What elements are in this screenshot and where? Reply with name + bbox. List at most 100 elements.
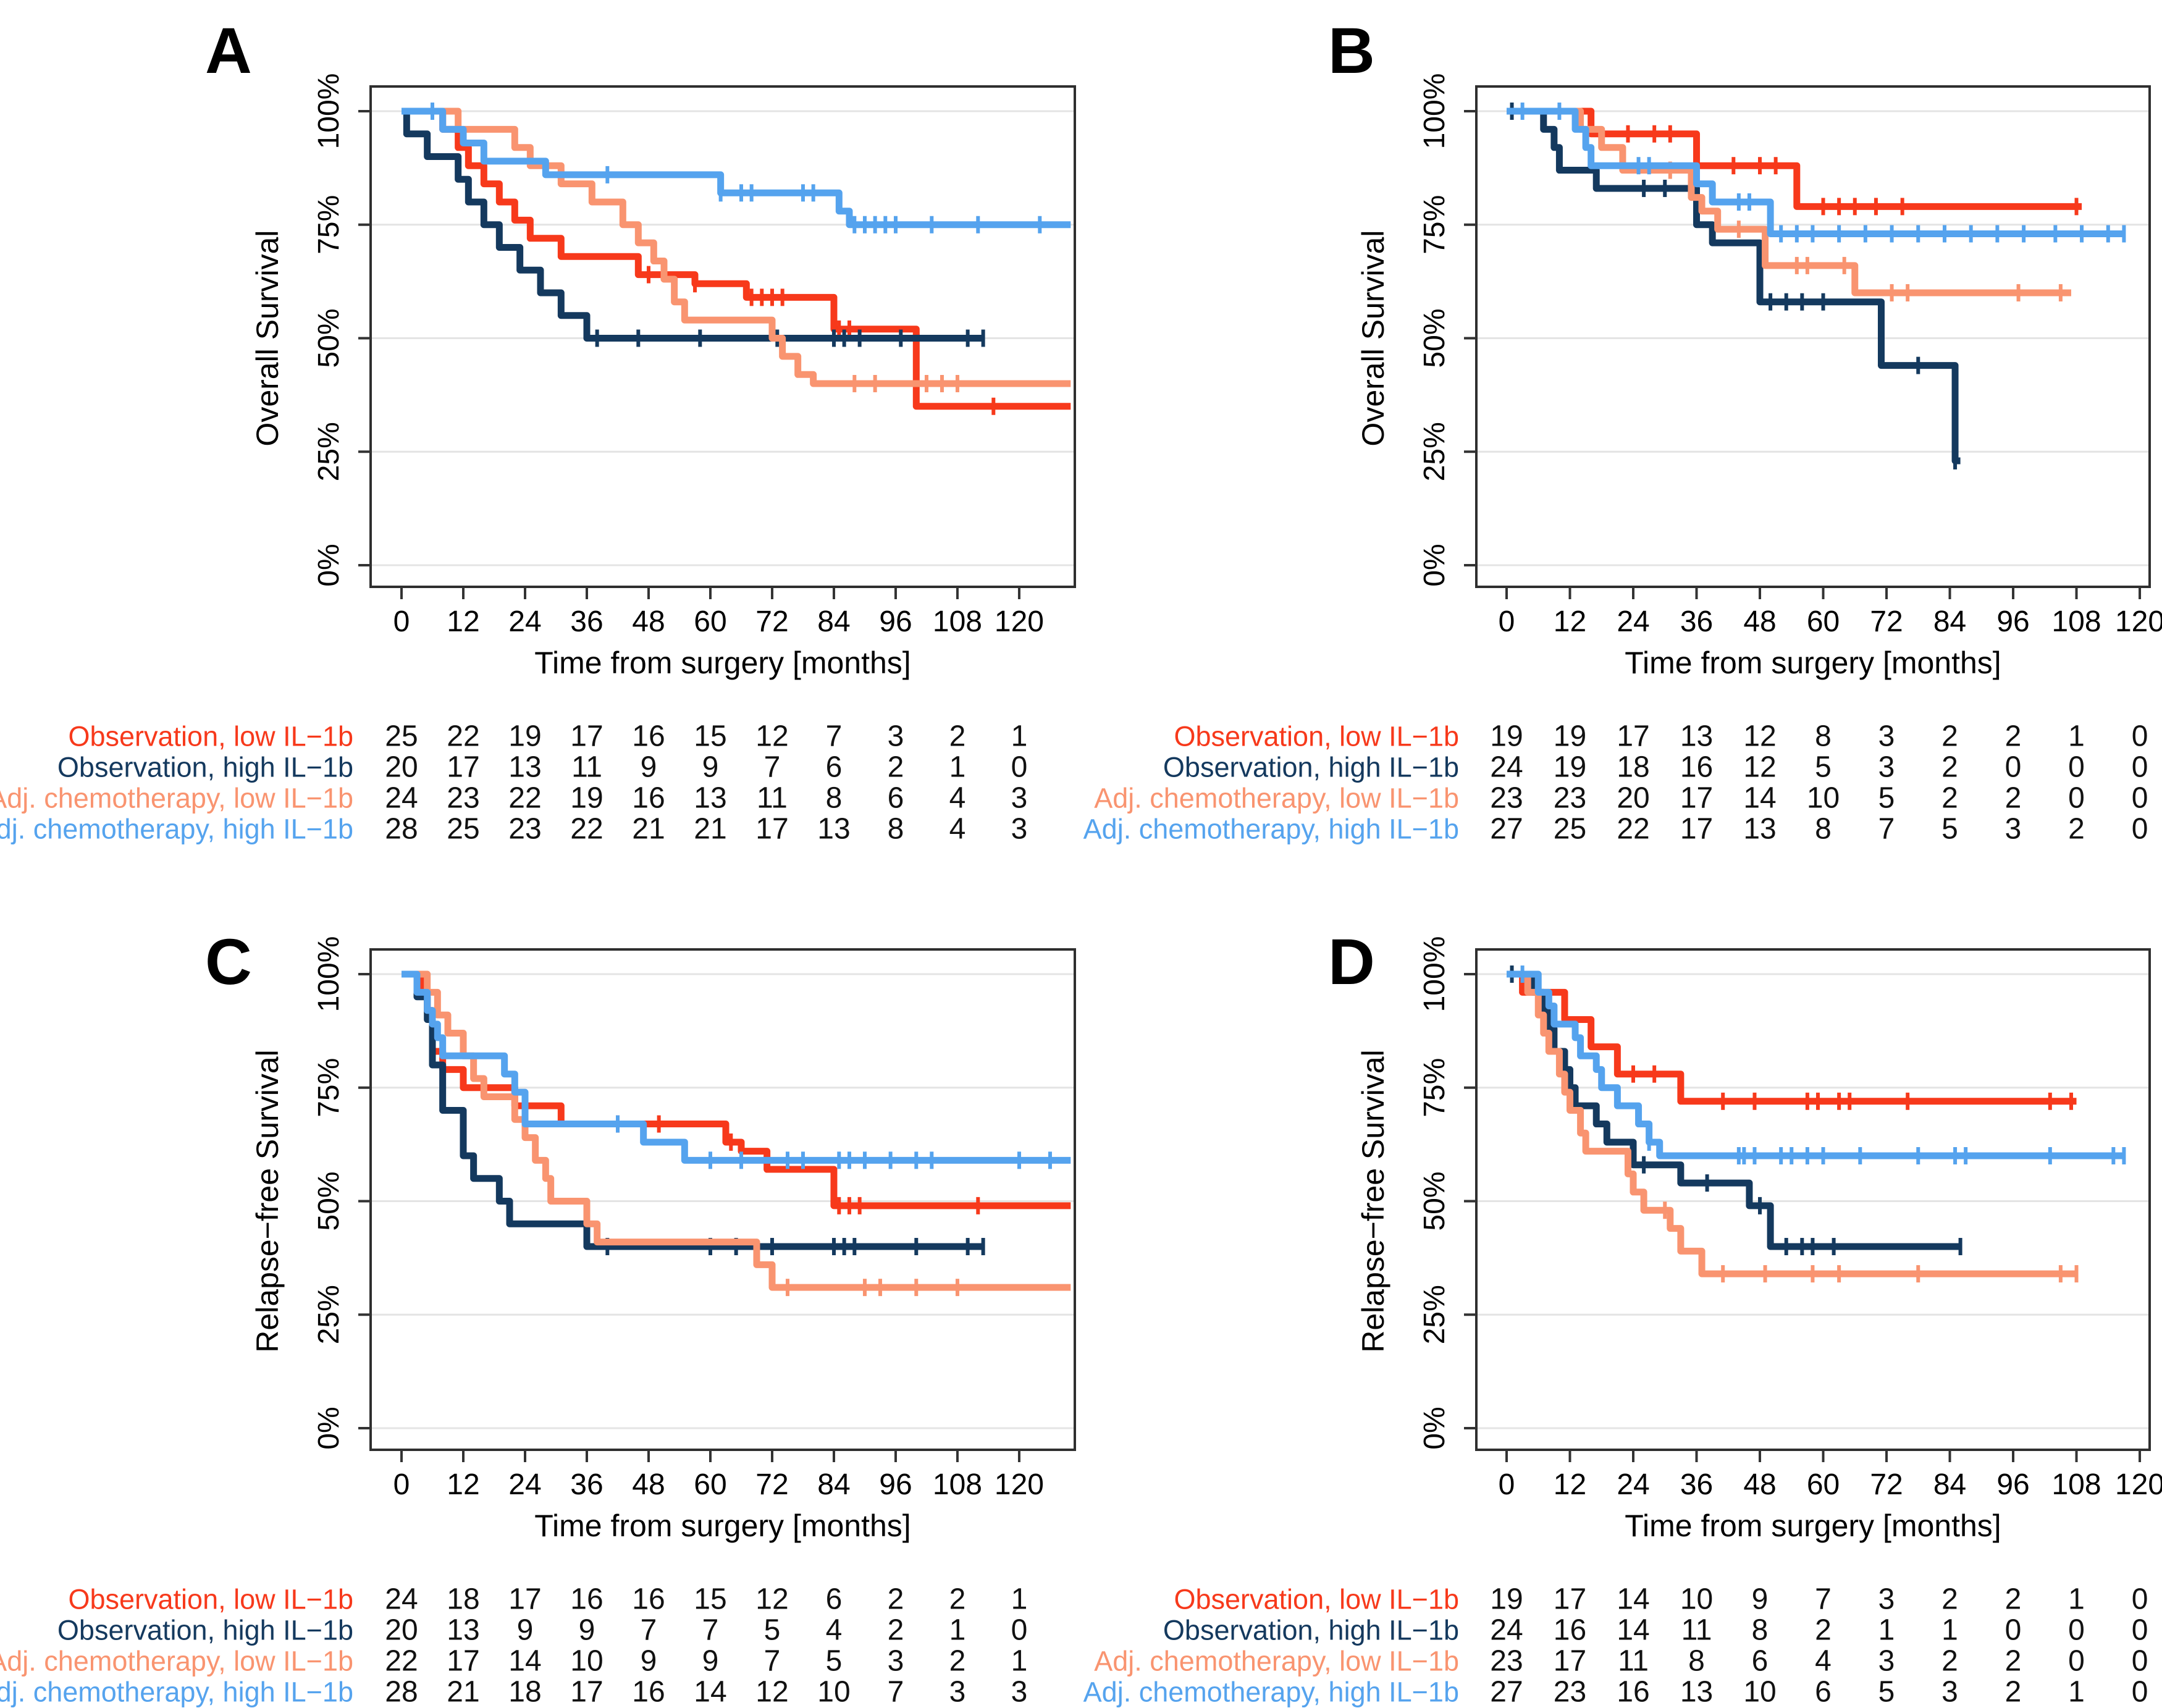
risk-count: 2 [1815,1614,1832,1647]
risk-count: 9 [579,1614,595,1647]
risk-count: 27 [1490,813,1523,846]
panel-background [0,0,1081,854]
risk-count: 19 [1554,720,1586,753]
risk-count: 3 [1011,782,1028,815]
risk-count: 2 [2005,1676,2022,1708]
x-tick-label: 0 [1499,1468,1515,1501]
risk-count: 24 [1490,751,1523,784]
y-tick-label: 50% [313,1171,345,1231]
risk-count: 2 [2005,782,2022,815]
risk-count: 3 [1878,1645,1895,1678]
risk-count: 25 [447,813,479,846]
risk-count: 2 [2005,1583,2022,1616]
risk-count: 10 [817,1676,850,1708]
risk-count: 23 [1490,1645,1523,1678]
panel-b-quadrant: B 0 12 24 36 48 60 72 84 96 108 120 0% 25% 50% 75% 100% O… [1081,0,2162,854]
risk-count: 20 [385,751,418,784]
risk-count: 0 [2132,1676,2148,1708]
risk-count: 23 [1490,782,1523,815]
risk-count: 16 [632,1676,665,1708]
risk-count: 13 [1680,720,1713,753]
risk-count: 3 [1878,720,1895,753]
risk-count: 0 [2132,720,2148,753]
risk-count: 14 [508,1645,541,1678]
x-tick-label: 36 [1680,605,1713,638]
risk-count: 9 [641,751,657,784]
risk-count: 28 [385,1676,418,1708]
panel-letter-c: C [205,926,252,998]
risk-count: 25 [1554,813,1586,846]
risk-count: 10 [1807,782,1840,815]
risk-count: 8 [1688,1645,1705,1678]
risk-count: 1 [1011,720,1028,753]
risk-count: 6 [888,782,904,815]
risk-count: 13 [817,813,850,846]
y-tick-label: 50% [313,308,345,368]
panel-background [1081,854,2162,1708]
x-tick-label: 72 [1870,1468,1903,1501]
risk-count: 2 [949,1645,966,1678]
x-tick-label: 108 [933,1468,982,1501]
panel-letter-a: A [205,15,252,87]
y-tick-label: 25% [313,422,345,481]
risk-count: 23 [1554,782,1586,815]
x-tick-label: 108 [2051,605,2101,638]
x-tick-label: 72 [755,1468,788,1501]
risk-count: 7 [702,1614,719,1647]
risk-count: 17 [570,1676,603,1708]
risk-count: 24 [385,782,418,815]
risk-count: 10 [570,1645,603,1678]
risk-label-obs-low: Observation, low IL−1b [68,721,353,752]
risk-count: 22 [508,782,541,815]
y-axis-title: Relapse−free Survival [250,1050,285,1353]
risk-count: 0 [2132,813,2148,846]
plot-border [1475,85,2151,588]
x-tick-label: 60 [694,605,726,638]
risk-count: 21 [632,813,665,846]
risk-count: 14 [1617,1583,1649,1616]
risk-count: 8 [1815,813,1832,846]
km-curve-obs-low [1507,970,2077,1105]
y-tick-label: 0% [313,544,345,586]
risk-count: 2 [949,720,966,753]
risk-label-obs-high: Observation, high IL−1b [1163,1615,1459,1646]
x-tick-label: 96 [1996,605,2029,638]
risk-count: 21 [694,813,726,846]
risk-count: 1 [2068,720,2085,753]
x-tick-label: 60 [694,1468,726,1501]
risk-count: 1 [1011,1583,1028,1616]
risk-count: 17 [1680,782,1713,815]
x-tick-label: 84 [1933,1468,1966,1501]
risk-count: 11 [1681,1614,1712,1647]
risk-count: 16 [632,1583,665,1616]
risk-count: 3 [2005,813,2022,846]
risk-label-obs-high: Observation, high IL−1b [57,752,353,783]
risk-count: 0 [2068,782,2085,815]
risk-count: 5 [1878,1676,1895,1708]
x-axis-title: Time from surgery [months] [1625,1508,2001,1543]
risk-count: 2 [2005,1645,2022,1678]
risk-count: 27 [1490,1676,1523,1708]
risk-count: 0 [2132,1583,2148,1616]
risk-label-adj-low: Adj. chemotherapy, low IL−1b [1094,1646,1459,1677]
x-tick-label: 24 [1617,605,1649,638]
risk-count: 0 [1011,1614,1028,1647]
risk-count: 20 [385,1614,418,1647]
risk-count: 14 [1617,1614,1649,1647]
risk-count: 2 [949,1583,966,1616]
x-axis-title: Time from surgery [months] [534,646,911,680]
risk-count: 25 [385,720,418,753]
x-tick-label: 48 [1743,605,1776,638]
risk-count: 21 [447,1676,479,1708]
risk-count: 23 [508,813,541,846]
x-tick-label: 120 [2115,1468,2162,1501]
x-tick-label: 0 [393,605,410,638]
km-curve-adj-high [402,107,1071,229]
y-tick-label: 100% [1418,936,1451,1012]
risk-label-obs-low: Observation, low IL−1b [1174,721,1459,752]
panel-a-quadrant: A 0 12 24 36 48 60 72 84 96 108 120 0% 25% 50% 75% 100% O… [0,0,1081,854]
risk-count: 3 [1011,1676,1028,1708]
km-curve-obs-high [1507,970,1961,1250]
y-tick-label: 50% [1418,308,1451,368]
x-tick-label: 96 [1996,1468,2029,1501]
